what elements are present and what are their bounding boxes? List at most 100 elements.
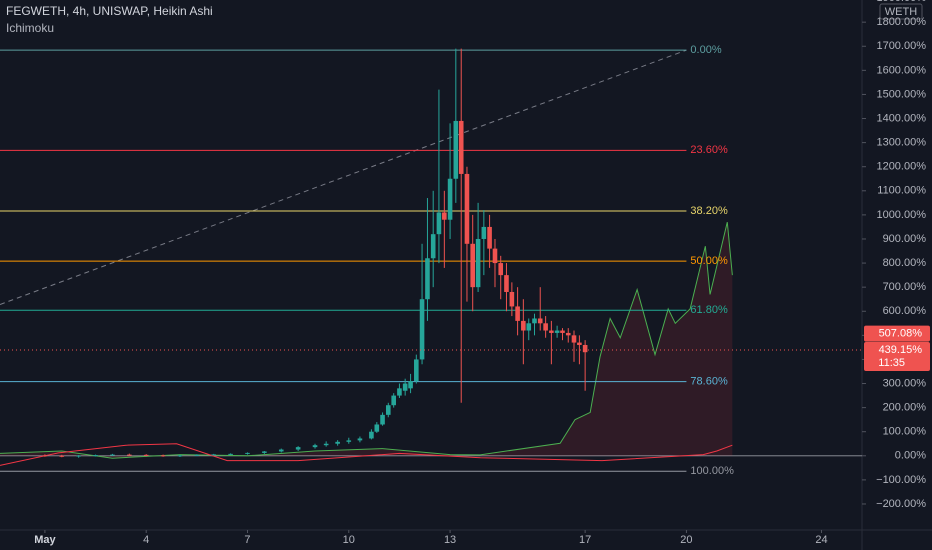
x-tick-label: 24 bbox=[815, 534, 827, 546]
fib-label: 50.00% bbox=[690, 255, 728, 267]
candle-body bbox=[323, 443, 329, 446]
candle-body bbox=[312, 445, 318, 448]
candle-body bbox=[481, 226, 487, 239]
candle-body bbox=[498, 263, 504, 276]
candle-body bbox=[532, 318, 537, 324]
candle-body bbox=[245, 452, 250, 454]
candle-body bbox=[374, 424, 380, 432]
indicator-name: Ichimoku bbox=[6, 21, 54, 35]
candle-body bbox=[430, 234, 436, 259]
x-tick-label: May bbox=[34, 534, 56, 546]
y-tick-label: 700.00% bbox=[883, 281, 927, 293]
candle-body bbox=[492, 248, 498, 264]
candle-body bbox=[385, 405, 391, 415]
y-tick-label: 900.00% bbox=[883, 233, 927, 245]
candle-body bbox=[526, 323, 532, 331]
price-countdown: 11:35 bbox=[878, 357, 905, 369]
candle-body bbox=[571, 335, 577, 343]
fib-label: 38.20% bbox=[690, 205, 728, 217]
price-label: 507.08% bbox=[879, 328, 923, 340]
candle-body bbox=[380, 414, 385, 425]
candle-body bbox=[515, 306, 520, 321]
candle-body bbox=[582, 344, 588, 353]
candle-body bbox=[408, 381, 413, 389]
y-tick-label: 100.00% bbox=[883, 426, 927, 438]
cloud-area bbox=[0, 222, 733, 459]
candle-body bbox=[487, 226, 492, 249]
candle-body bbox=[211, 454, 217, 456]
x-tick-label: 13 bbox=[444, 534, 456, 546]
y-tick-label: 1200.00% bbox=[876, 161, 926, 173]
candle-body bbox=[560, 330, 565, 333]
candle-body bbox=[391, 395, 396, 406]
y-tick-label: 600.00% bbox=[883, 305, 927, 317]
indicator-line bbox=[0, 443, 733, 466]
candle-body bbox=[565, 332, 571, 336]
candle-body bbox=[504, 275, 509, 292]
currency[interactable]: WETH bbox=[885, 6, 917, 18]
candle-body bbox=[76, 455, 81, 457]
fib-label: 61.80% bbox=[690, 304, 728, 316]
candle-body bbox=[442, 212, 447, 220]
fib-label: 23.60% bbox=[690, 144, 728, 156]
candle-body bbox=[59, 455, 65, 457]
candle-body bbox=[543, 323, 548, 331]
y-tick-label: −200.00% bbox=[876, 498, 926, 510]
x-tick-label: 4 bbox=[143, 534, 149, 546]
y-tick-label: 1700.00% bbox=[876, 40, 926, 52]
price-label-box bbox=[864, 342, 930, 372]
candle-body bbox=[177, 455, 183, 457]
candle-body bbox=[577, 342, 582, 345]
price-label-box bbox=[864, 325, 930, 342]
candle-body bbox=[549, 330, 554, 333]
candle-body bbox=[419, 299, 425, 360]
x-tick-label: 20 bbox=[680, 534, 692, 546]
y-tick-label: 1400.00% bbox=[876, 112, 926, 124]
candle-body bbox=[521, 320, 526, 331]
candle-body bbox=[194, 454, 200, 456]
x-tick-label: 7 bbox=[244, 534, 250, 546]
candle-body bbox=[295, 447, 301, 450]
candle-body bbox=[262, 451, 267, 453]
y-tick-label: 1900.00% bbox=[876, 0, 926, 4]
candle-body bbox=[453, 120, 459, 179]
candle-body bbox=[397, 388, 402, 396]
y-tick-label: 0.00% bbox=[895, 450, 926, 462]
candle-body bbox=[464, 173, 470, 244]
candle-body bbox=[470, 243, 475, 288]
price-label: 439.15% bbox=[879, 344, 923, 356]
y-tick-label: −100.00% bbox=[876, 474, 926, 486]
candle-body bbox=[143, 454, 149, 456]
indicator-line bbox=[0, 222, 733, 459]
candle-body bbox=[554, 330, 560, 333]
y-tick-label: 200.00% bbox=[883, 402, 927, 414]
candle-body bbox=[110, 454, 115, 456]
candle-body bbox=[447, 178, 453, 220]
x-tick-label: 10 bbox=[343, 534, 355, 546]
fib-label: 100.00% bbox=[690, 465, 734, 477]
y-tick-label: 300.00% bbox=[883, 377, 927, 389]
chart-title: FEGWETH, 4h, UNISWAP, Heikin Ashi bbox=[6, 4, 213, 18]
candle-body bbox=[425, 258, 430, 300]
candle-body bbox=[414, 359, 419, 382]
candle-body bbox=[402, 383, 408, 391]
x-tick-label: 17 bbox=[579, 534, 591, 546]
candle-body bbox=[42, 455, 48, 457]
candle-body bbox=[475, 238, 481, 288]
fib-label: 0.00% bbox=[690, 44, 721, 56]
candle-body bbox=[357, 438, 363, 441]
candle-body bbox=[346, 440, 352, 442]
candle-body bbox=[278, 449, 284, 452]
y-tick-label: 1300.00% bbox=[876, 137, 926, 149]
y-tick-label: 800.00% bbox=[883, 257, 927, 269]
candle-body bbox=[127, 454, 132, 456]
y-tick-label: 1600.00% bbox=[876, 64, 926, 76]
plot-area bbox=[0, 48, 862, 472]
candle-body bbox=[335, 441, 340, 444]
currency-box[interactable] bbox=[879, 3, 923, 20]
y-tick-label: 1800.00% bbox=[876, 16, 926, 28]
candle-body bbox=[458, 120, 464, 174]
candle-body bbox=[228, 453, 233, 455]
